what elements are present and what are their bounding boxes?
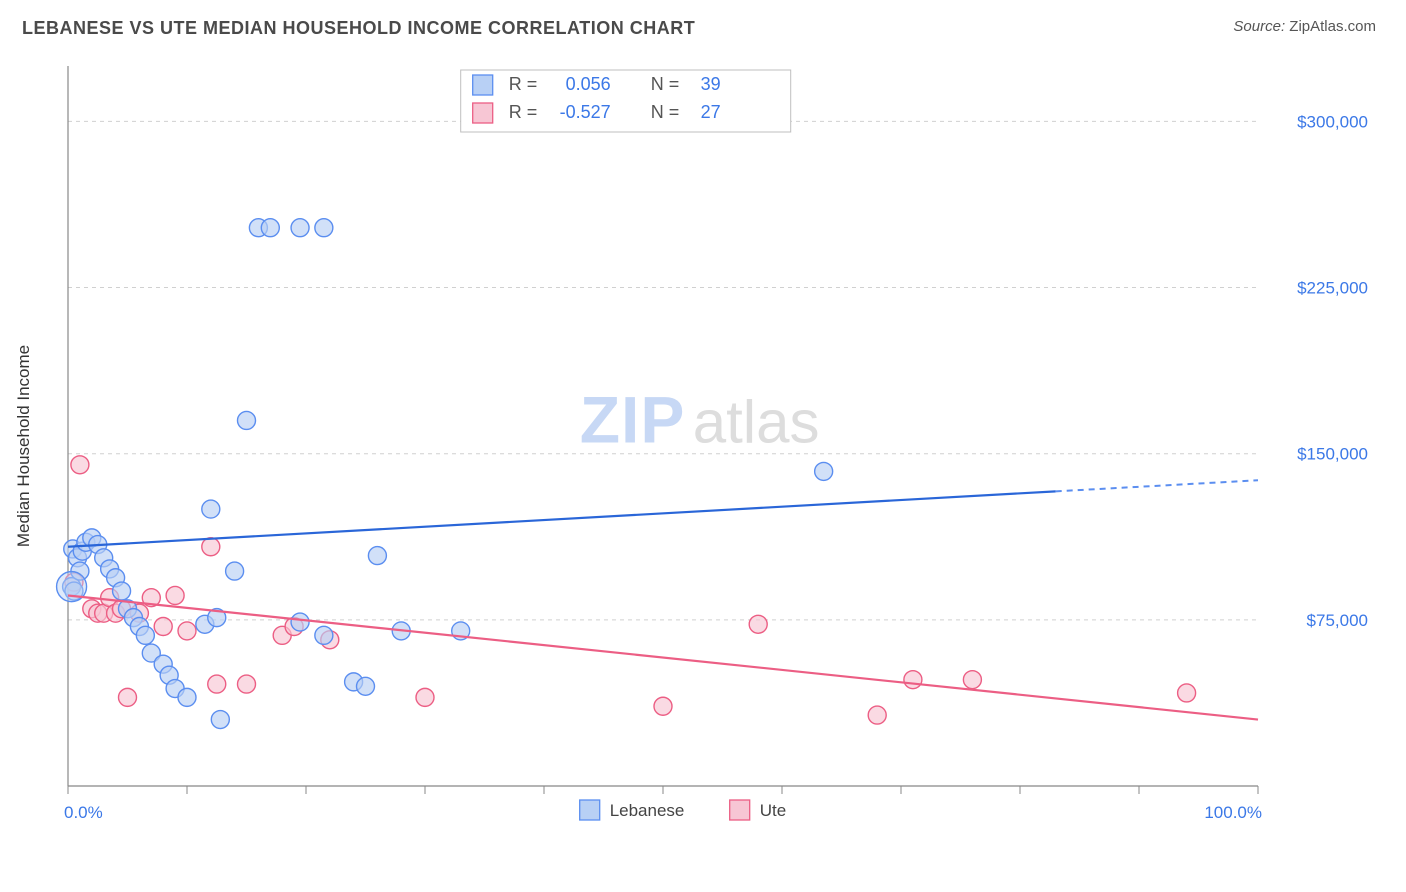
lebanese-point: [238, 411, 256, 429]
ute-point: [416, 688, 434, 706]
ute-point: [166, 586, 184, 604]
header: LEBANESE VS UTE MEDIAN HOUSEHOLD INCOME …: [0, 0, 1406, 49]
ute-point: [654, 697, 672, 715]
legend-label: Lebanese: [610, 801, 685, 820]
ute-point: [904, 671, 922, 689]
ute-point: [238, 675, 256, 693]
lebanese-point: [178, 688, 196, 706]
ute-point: [71, 456, 89, 474]
y-tick-label: $75,000: [1307, 611, 1368, 630]
corr-r-label: R =: [509, 74, 538, 94]
lebanese-point: [202, 500, 220, 518]
y-tick-label: $300,000: [1297, 112, 1368, 131]
watermark-atlas: atlas: [693, 389, 820, 456]
lebanese-point: [815, 462, 833, 480]
y-tick-label: $150,000: [1297, 445, 1368, 464]
scatter-plot: $75,000 $150,000 $225,000 $300,000 ZIPatlas 0…: [48, 56, 1378, 836]
lebanese-point: [261, 219, 279, 237]
corr-swatch: [473, 103, 493, 123]
ute-point: [1178, 684, 1196, 702]
chart-area: Median Household Income $75,000$150,000$…: [48, 56, 1378, 836]
source-value: ZipAtlas.com: [1289, 18, 1376, 35]
y-tick-label: $225,000: [1297, 279, 1368, 298]
ute-point: [749, 615, 767, 633]
watermark-zip: ZIP: [580, 383, 686, 457]
lebanese-point: [113, 582, 131, 600]
x-tick-min: 0.0%: [64, 803, 103, 822]
source-label: Source:: [1233, 18, 1285, 35]
corr-n-value: 27: [701, 102, 721, 122]
corr-r-value: 0.056: [566, 74, 611, 94]
lebanese-point: [315, 626, 333, 644]
corr-swatch: [473, 75, 493, 95]
ute-point: [178, 622, 196, 640]
ute-point: [963, 671, 981, 689]
lebanese-trendline-extrapolated: [1056, 480, 1258, 491]
lebanese-point: [211, 711, 229, 729]
corr-n-label: N =: [651, 102, 680, 122]
ute-point: [154, 617, 172, 635]
ute-point: [868, 706, 886, 724]
y-axis-label: Median Household Income: [14, 345, 34, 547]
lebanese-point: [368, 547, 386, 565]
corr-n-label: N =: [651, 74, 680, 94]
corr-r-label: R =: [509, 102, 538, 122]
lebanese-trendline: [68, 491, 1056, 546]
ute-point: [119, 688, 137, 706]
lebanese-point: [291, 613, 309, 631]
legend-swatch: [580, 800, 600, 820]
lebanese-point: [291, 219, 309, 237]
lebanese-point: [315, 219, 333, 237]
legend-swatch: [730, 800, 750, 820]
corr-n-value: 39: [701, 74, 721, 94]
lebanese-point: [136, 626, 154, 644]
ute-point: [208, 675, 226, 693]
chart-title: LEBANESE VS UTE MEDIAN HOUSEHOLD INCOME …: [22, 18, 695, 39]
legend-label: Ute: [760, 801, 786, 820]
x-tick-max: 100.0%: [1204, 803, 1262, 822]
lebanese-point: [226, 562, 244, 580]
ute-point: [202, 538, 220, 556]
source: Source: ZipAtlas.com: [1233, 18, 1376, 35]
corr-r-value: -0.527: [560, 102, 611, 122]
lebanese-point: [357, 677, 375, 695]
